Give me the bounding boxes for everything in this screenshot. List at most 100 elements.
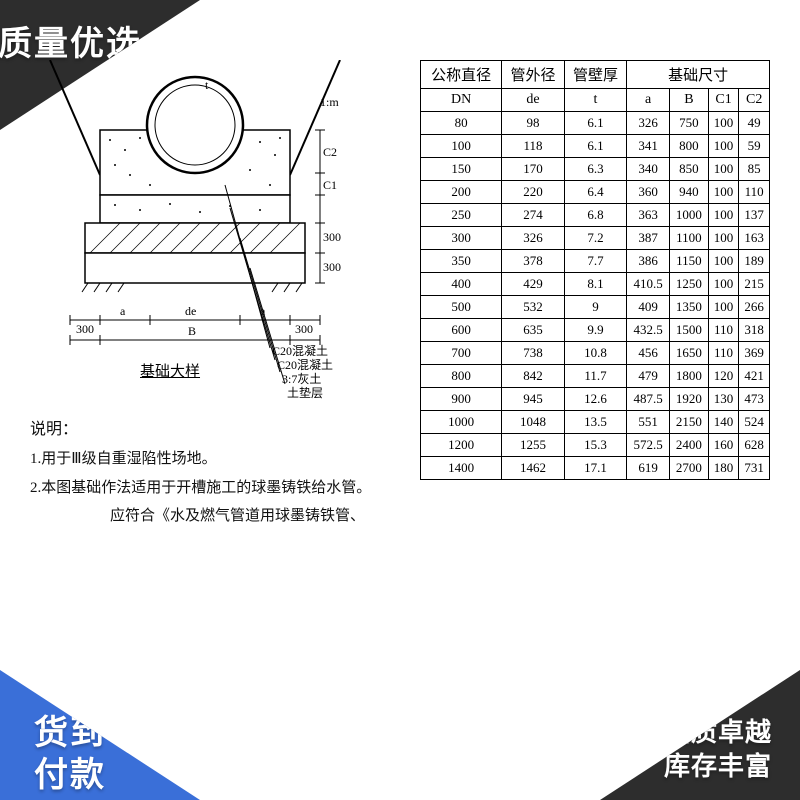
table-row: 1000104813.55512150140524 <box>421 411 770 434</box>
table-cell: 2700 <box>670 457 709 480</box>
table-cell: 1150 <box>670 250 709 273</box>
table-cell: 387 <box>627 227 670 250</box>
th-t: 管壁厚 <box>564 61 626 89</box>
table-cell: 619 <box>627 457 670 480</box>
table-cell: 7.2 <box>564 227 626 250</box>
dim-300l: 300 <box>76 322 94 337</box>
subheader-row: DN de t a B C1 C2 <box>421 89 770 112</box>
badge-bl-text: 货到 付款 <box>34 715 106 795</box>
table-cell: 1650 <box>670 342 709 365</box>
table-cell: 1500 <box>670 319 709 342</box>
table-cell: 400 <box>421 273 502 296</box>
table-cell: 215 <box>739 273 770 296</box>
dim-v300b: 300 <box>323 260 341 275</box>
table-cell: 473 <box>739 388 770 411</box>
table-cell: 9 <box>564 296 626 319</box>
table-cell: 118 <box>502 135 564 158</box>
table-cell: 360 <box>627 181 670 204</box>
table-cell: 11.7 <box>564 365 626 388</box>
table-cell: 532 <box>502 296 564 319</box>
table-row: 90094512.6487.51920130473 <box>421 388 770 411</box>
table-cell: 628 <box>739 434 770 457</box>
layer-label-3: 土垫层 <box>287 384 323 401</box>
table-cell: 429 <box>502 273 564 296</box>
table-cell: 266 <box>739 296 770 319</box>
dim-a-r: a <box>260 304 265 319</box>
sh-2: t <box>564 89 626 112</box>
table-cell: 369 <box>739 342 770 365</box>
table-cell: 189 <box>739 250 770 273</box>
table-cell: 100 <box>708 135 739 158</box>
table-cell: 524 <box>739 411 770 434</box>
table-cell: 150 <box>421 158 502 181</box>
spec-table: 公称直径 管外径 管壁厚 基础尺寸 DN de t a B C1 C2 <box>420 60 770 480</box>
table-cell: 800 <box>421 365 502 388</box>
table-cell: 1920 <box>670 388 709 411</box>
table-cell: 80 <box>421 112 502 135</box>
table-cell: 6.4 <box>564 181 626 204</box>
notes-line3: 应符合《水及燃气管道用球墨铸铁管、 <box>30 502 390 531</box>
table-cell: 1000 <box>670 204 709 227</box>
table-row: 6006359.9432.51500110318 <box>421 319 770 342</box>
sh-5: C1 <box>708 89 739 112</box>
table-cell: 432.5 <box>627 319 670 342</box>
table-cell: 10.8 <box>564 342 626 365</box>
table-cell: 363 <box>627 204 670 227</box>
table-cell: 200 <box>421 181 502 204</box>
table-cell: 1250 <box>670 273 709 296</box>
notes-line1: 1.用于Ⅲ级自重湿陷性场地。 <box>30 445 390 474</box>
content-area: C2 C1 300 300 1:m t 300 a de a 300 B 基础大… <box>30 60 770 531</box>
sh-1: de <box>502 89 564 112</box>
th-dn: 公称直径 <box>421 61 502 89</box>
table-cell: 180 <box>708 457 739 480</box>
table-cell: 386 <box>627 250 670 273</box>
table-cell: 59 <box>739 135 770 158</box>
table-cell: 9.9 <box>564 319 626 342</box>
table-cell: 98 <box>502 112 564 135</box>
table-cell: 100 <box>421 135 502 158</box>
table-cell: 1255 <box>502 434 564 457</box>
table-cell: 6.3 <box>564 158 626 181</box>
table-row: 80084211.74791800120421 <box>421 365 770 388</box>
sh-3: a <box>627 89 670 112</box>
table-cell: 160 <box>708 434 739 457</box>
table-cell: 140 <box>708 411 739 434</box>
table-cell: 100 <box>708 296 739 319</box>
table-cell: 2400 <box>670 434 709 457</box>
table-cell: 1800 <box>670 365 709 388</box>
table-cell: 1400 <box>421 457 502 480</box>
table-cell: 100 <box>708 181 739 204</box>
table-cell: 409 <box>627 296 670 319</box>
table-cell: 13.5 <box>564 411 626 434</box>
diagram-title: 基础大样 <box>140 360 200 381</box>
sh-6: C2 <box>739 89 770 112</box>
table-cell: 700 <box>421 342 502 365</box>
table-cell: 350 <box>421 250 502 273</box>
table-cell: 456 <box>627 342 670 365</box>
table-cell: 600 <box>421 319 502 342</box>
table-cell: 487.5 <box>627 388 670 411</box>
notes-block: 说明： 1.用于Ⅲ级自重湿陷性场地。 2.本图基础作法适用于开槽施工的球墨铸铁给… <box>30 415 390 531</box>
dim-v300a: 300 <box>323 230 341 245</box>
table-cell: 17.1 <box>564 457 626 480</box>
table-cell: 326 <box>502 227 564 250</box>
table-row: 3503787.73861150100189 <box>421 250 770 273</box>
table-cell: 479 <box>627 365 670 388</box>
table-cell: 421 <box>739 365 770 388</box>
table-cell: 940 <box>670 181 709 204</box>
dim-a-l: a <box>120 304 125 319</box>
table-cell: 1000 <box>421 411 502 434</box>
table-row: 3003267.23871100100163 <box>421 227 770 250</box>
table-cell: 945 <box>502 388 564 411</box>
table-cell: 900 <box>421 388 502 411</box>
right-column: 公称直径 管外径 管壁厚 基础尺寸 DN de t a B C1 C2 <box>420 60 770 531</box>
table-cell: 100 <box>708 204 739 227</box>
badge-br-text2: 库存丰富 <box>664 752 772 781</box>
table-cell: 1200 <box>421 434 502 457</box>
table-row: 70073810.84561650110369 <box>421 342 770 365</box>
sh-0: DN <box>421 89 502 112</box>
table-row: 50053294091350100266 <box>421 296 770 319</box>
table-cell: 1100 <box>670 227 709 250</box>
table-cell: 750 <box>670 112 709 135</box>
table-cell: 220 <box>502 181 564 204</box>
